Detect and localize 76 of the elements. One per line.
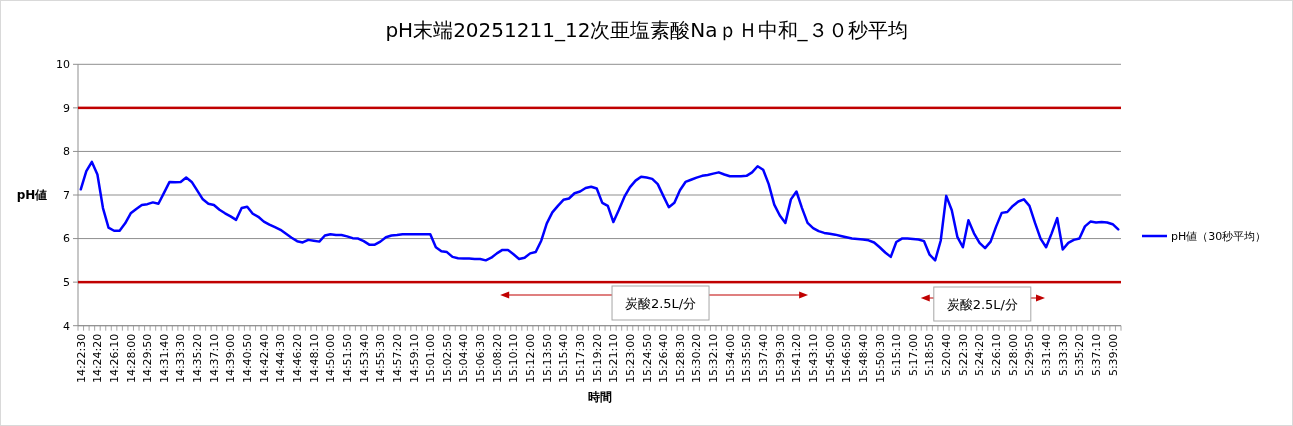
x-tick-label: 5:17:00: [906, 333, 920, 377]
x-tick-label: 15:32:10: [707, 333, 721, 384]
x-tick-label: 14:22:30: [74, 333, 88, 384]
legend-label: pH値（30秒平均）: [1171, 229, 1267, 243]
x-tick-label: 15:37:40: [757, 333, 771, 384]
x-tick-label: 14:48:10: [307, 333, 321, 384]
x-tick-label: 14:42:40: [257, 333, 271, 384]
x-tick-label: 15:35:50: [740, 333, 754, 384]
x-tick-label: 5:28:00: [1006, 333, 1020, 377]
x-tick-label: 15:45:00: [823, 333, 837, 384]
x-tick-label: 5:37:10: [1089, 333, 1103, 377]
x-tick-label: 5:31:40: [1039, 333, 1053, 377]
x-tick-label: 5:35:20: [1073, 333, 1087, 377]
x-tick-label: 14:33:30: [174, 333, 188, 384]
x-tick-label: 14:24:20: [91, 333, 105, 384]
x-tick-label: 14:31:40: [157, 333, 171, 384]
x-tick-label: 5:39:00: [1106, 333, 1120, 377]
x-tick-label: 14:57:20: [390, 333, 404, 384]
annotation: 炭酸2.5L/分: [946, 296, 1018, 312]
y-tick-label: 9: [63, 101, 70, 115]
x-tick-label: 15:26:40: [657, 333, 671, 384]
x-tick-label: 15:23:00: [623, 333, 637, 384]
x-tick-label: 5:29:50: [1023, 333, 1037, 377]
x-tick-label: 14:28:00: [124, 333, 138, 384]
x-tick-label: 14:50:00: [324, 333, 338, 384]
y-tick-label: 7: [63, 188, 70, 202]
x-tick-label: 5:26:10: [990, 333, 1004, 377]
x-tick-label: 15:13:50: [540, 333, 554, 384]
x-tick-label: 15:43:10: [806, 333, 820, 384]
x-tick-label: 15:04:40: [457, 333, 471, 384]
y-tick-label: 8: [63, 145, 70, 159]
x-tick-label: 14:29:50: [141, 333, 155, 384]
x-tick-label: 15:10:10: [507, 333, 521, 384]
x-tick-label: 15:48:40: [856, 333, 870, 384]
x-tick-label: 5:20:40: [940, 333, 954, 377]
y-tick-label: 5: [63, 275, 70, 289]
annotation: 炭酸2.5L/分: [624, 295, 697, 311]
y-tick-label: 4: [63, 319, 70, 333]
x-tick-label: 15:19:20: [590, 333, 604, 384]
x-tick-label: 15:28:30: [673, 333, 687, 384]
x-tick-label: 15:21:10: [607, 333, 621, 384]
x-tick-label: 14:37:10: [207, 333, 221, 384]
x-tick-label: 5:15:10: [890, 333, 904, 377]
x-tick-label: 5:33:30: [1056, 333, 1070, 377]
x-tick-label: 14:55:30: [374, 333, 388, 384]
x-tick-label: 5:18:50: [923, 333, 937, 377]
x-tick-label: 14:44:30: [274, 333, 288, 384]
x-tick-label: 14:46:20: [290, 333, 304, 384]
y-tick-label: 10: [56, 58, 70, 72]
x-tick-label: 15:34:00: [723, 333, 737, 384]
x-tick-label: 14:51:50: [340, 333, 354, 384]
y-axis-title: pH値: [16, 188, 48, 203]
x-tick-label: 15:24:50: [640, 333, 654, 384]
x-tick-label: 15:06:30: [474, 333, 488, 384]
x-tick-label: 14:40:50: [241, 333, 255, 384]
x-tick-label: 14:53:40: [357, 333, 371, 384]
x-tick-label: 15:46:50: [840, 333, 854, 384]
x-tick-label: 14:39:00: [224, 333, 238, 384]
x-tick-label: 14:35:20: [191, 333, 205, 384]
x-tick-label: 15:17:30: [573, 333, 587, 384]
chart-title: pH末端20251211_12次亜塩素酸NaｐＨ中和_３０秒平均: [385, 18, 908, 42]
x-tick-label: 15:39:30: [773, 333, 787, 384]
x-tick-label: 15:02:50: [440, 333, 454, 384]
y-tick-label: 6: [63, 232, 70, 246]
x-tick-label: 15:41:20: [790, 333, 804, 384]
x-tick-label: 15:01:00: [424, 333, 438, 384]
x-tick-label: 15:08:20: [490, 333, 504, 384]
x-tick-label: 5:24:20: [973, 333, 987, 377]
x-tick-label: 15:30:20: [690, 333, 704, 384]
x-tick-label: 15:12:00: [524, 333, 537, 384]
x-axis-title: 時間: [587, 390, 612, 404]
x-tick-label: 14:26:10: [107, 333, 121, 384]
x-tick-label: 15:50:30: [873, 333, 887, 384]
x-tick-label: 5:22:30: [956, 333, 970, 377]
x-tick-label: 14:59:10: [407, 333, 421, 384]
x-tick-label: 15:15:40: [557, 333, 571, 384]
